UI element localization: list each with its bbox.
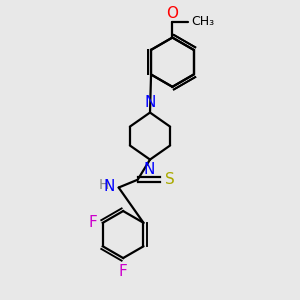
Text: S: S — [164, 172, 174, 187]
Text: N: N — [143, 162, 154, 177]
Text: F: F — [88, 215, 97, 230]
Text: F: F — [119, 264, 128, 279]
Text: O: O — [167, 6, 178, 21]
Text: CH₃: CH₃ — [191, 15, 214, 28]
Text: N: N — [104, 179, 115, 194]
Text: N: N — [144, 95, 156, 110]
Text: H: H — [98, 178, 109, 192]
